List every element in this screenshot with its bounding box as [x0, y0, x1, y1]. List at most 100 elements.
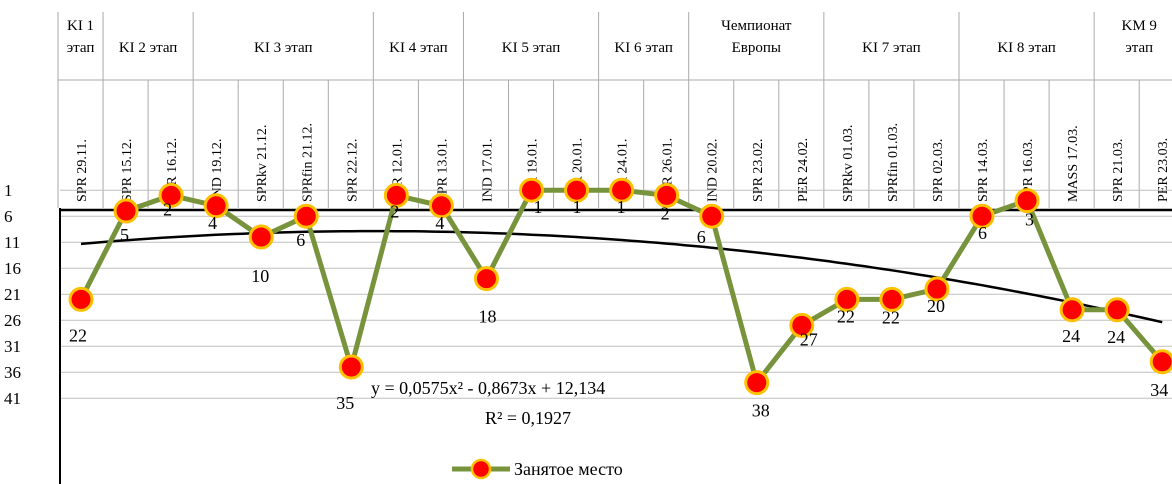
stage-label-text: этап	[1125, 40, 1153, 56]
y-tick-label: 6	[4, 207, 13, 226]
data-label: 2	[661, 203, 670, 223]
stage-label: KI 3 этап	[254, 40, 313, 56]
data-point	[969, 203, 995, 229]
data-label: 5	[120, 225, 129, 245]
event-label: SPR 29.11.	[75, 139, 90, 202]
event-label: IND 17.01.	[480, 139, 495, 202]
data-point	[203, 193, 229, 219]
stage-label: KI 4 этап	[389, 40, 448, 56]
data-label: 1	[534, 197, 543, 217]
data-point	[68, 286, 94, 312]
annotations: y = 0,0575x² - 0,8673x + 12,134 R² = 0,1…	[371, 378, 605, 428]
data-label: 22	[882, 307, 900, 327]
data-point	[519, 177, 544, 203]
data-point	[293, 203, 319, 229]
data-label: 18	[478, 307, 496, 327]
stage-label-text: KI 1	[67, 18, 94, 34]
y-tick-label: 31	[4, 337, 21, 356]
event-label: SPR 22.12.	[345, 139, 360, 202]
data-point	[113, 198, 139, 224]
data-label: 34	[1150, 380, 1168, 400]
data-label: 22	[69, 325, 87, 345]
event-label: PER 24.02.	[796, 138, 811, 202]
data-point	[1014, 188, 1040, 214]
event-label: SPRfin 01.03.	[886, 123, 901, 202]
data-label: 20	[927, 296, 945, 316]
data-point	[1149, 349, 1172, 375]
data-point	[744, 370, 770, 396]
event-label: SPRkv 01.03.	[841, 125, 856, 202]
event-label: SPRkv 21.12.	[255, 125, 270, 202]
data-point	[924, 276, 950, 302]
stage-label-text: KM 9	[1121, 18, 1156, 34]
stage-label-text: KI 4 этап	[389, 40, 448, 56]
y-tick-label: 11	[4, 233, 20, 252]
stage-label: KI 2 этап	[119, 40, 178, 56]
trendline-equation: y = 0,0575x² - 0,8673x + 12,134	[371, 378, 605, 398]
data-label: 1	[617, 197, 626, 217]
data-label: 6	[697, 227, 706, 247]
stage-label-text: KI 6 этап	[614, 40, 673, 56]
data-point	[473, 266, 499, 292]
data-point	[789, 312, 815, 338]
data-label: 6	[296, 230, 305, 250]
data-point	[338, 354, 364, 380]
y-tick-label: 1	[4, 181, 13, 200]
stage-label: KI 5 этап	[502, 40, 561, 56]
data-point	[428, 193, 454, 219]
grid-lines	[60, 189, 1172, 399]
y-tick-label: 36	[4, 363, 21, 382]
y-tick-label: 21	[4, 285, 21, 304]
stage-label: KI 8 этап	[997, 40, 1056, 56]
event-label: SPRfin 21.12.	[300, 123, 315, 202]
stage-label: KI 1 этап	[67, 18, 95, 56]
event-label: SPR 23.02.	[751, 139, 766, 202]
data-label: 4	[435, 213, 444, 233]
event-label: IND 19.12.	[210, 139, 225, 202]
trendline-layer	[80, 229, 1163, 324]
chart-header: KI 1 этап KI 2 этап KI 3 этап KI 4 этап KI 5 …	[57, 12, 1172, 208]
y-tick-label: 16	[4, 259, 21, 278]
data-point	[699, 203, 725, 229]
event-label: IND 20.02.	[706, 139, 721, 202]
stage-label: KM 9 этап	[1121, 18, 1156, 56]
event-label: SPR 02.03.	[931, 139, 946, 202]
data-label: 35	[336, 393, 354, 413]
stage-label-text: KI 7 этап	[862, 40, 921, 56]
stage-label: KI 7 этап	[862, 40, 921, 56]
data-label: 4	[208, 213, 217, 233]
series-line	[78, 187, 1165, 386]
event-label: SPR 21.03.	[1111, 139, 1126, 202]
data-label: 24	[1062, 326, 1080, 346]
data-label: 6	[978, 223, 987, 243]
data-label: 27	[800, 329, 818, 349]
data-label: 10	[251, 266, 269, 286]
data-point	[879, 286, 905, 312]
legend: Занятое место	[412, 456, 702, 484]
data-point	[564, 177, 590, 203]
data-point	[609, 177, 635, 203]
event-label: SPR 16.03.	[1021, 139, 1036, 202]
trendline	[80, 229, 1163, 324]
event-label: SPR 15.12.	[120, 139, 135, 202]
data-point	[248, 224, 274, 250]
data-label: 38	[752, 401, 770, 421]
stage-label: Чемпионат Европы	[721, 18, 792, 56]
data-label: 2	[390, 201, 399, 221]
y-tick-label: 26	[4, 311, 21, 330]
event-label: SPR 14.03.	[976, 139, 991, 202]
data-label: 2	[163, 199, 172, 219]
data-point	[383, 182, 409, 208]
data-point	[654, 182, 680, 208]
data-label: 24	[1107, 327, 1125, 347]
stage-label-text: KI 5 этап	[502, 40, 561, 56]
data-point	[834, 286, 860, 312]
stage-label: KI 6 этап	[614, 40, 673, 56]
r-squared-label: R² = 0,1927	[485, 408, 571, 428]
stage-label-text: KI 2 этап	[119, 40, 178, 56]
series-layer	[68, 177, 1172, 396]
stage-label-text: Чемпионат	[721, 18, 792, 34]
